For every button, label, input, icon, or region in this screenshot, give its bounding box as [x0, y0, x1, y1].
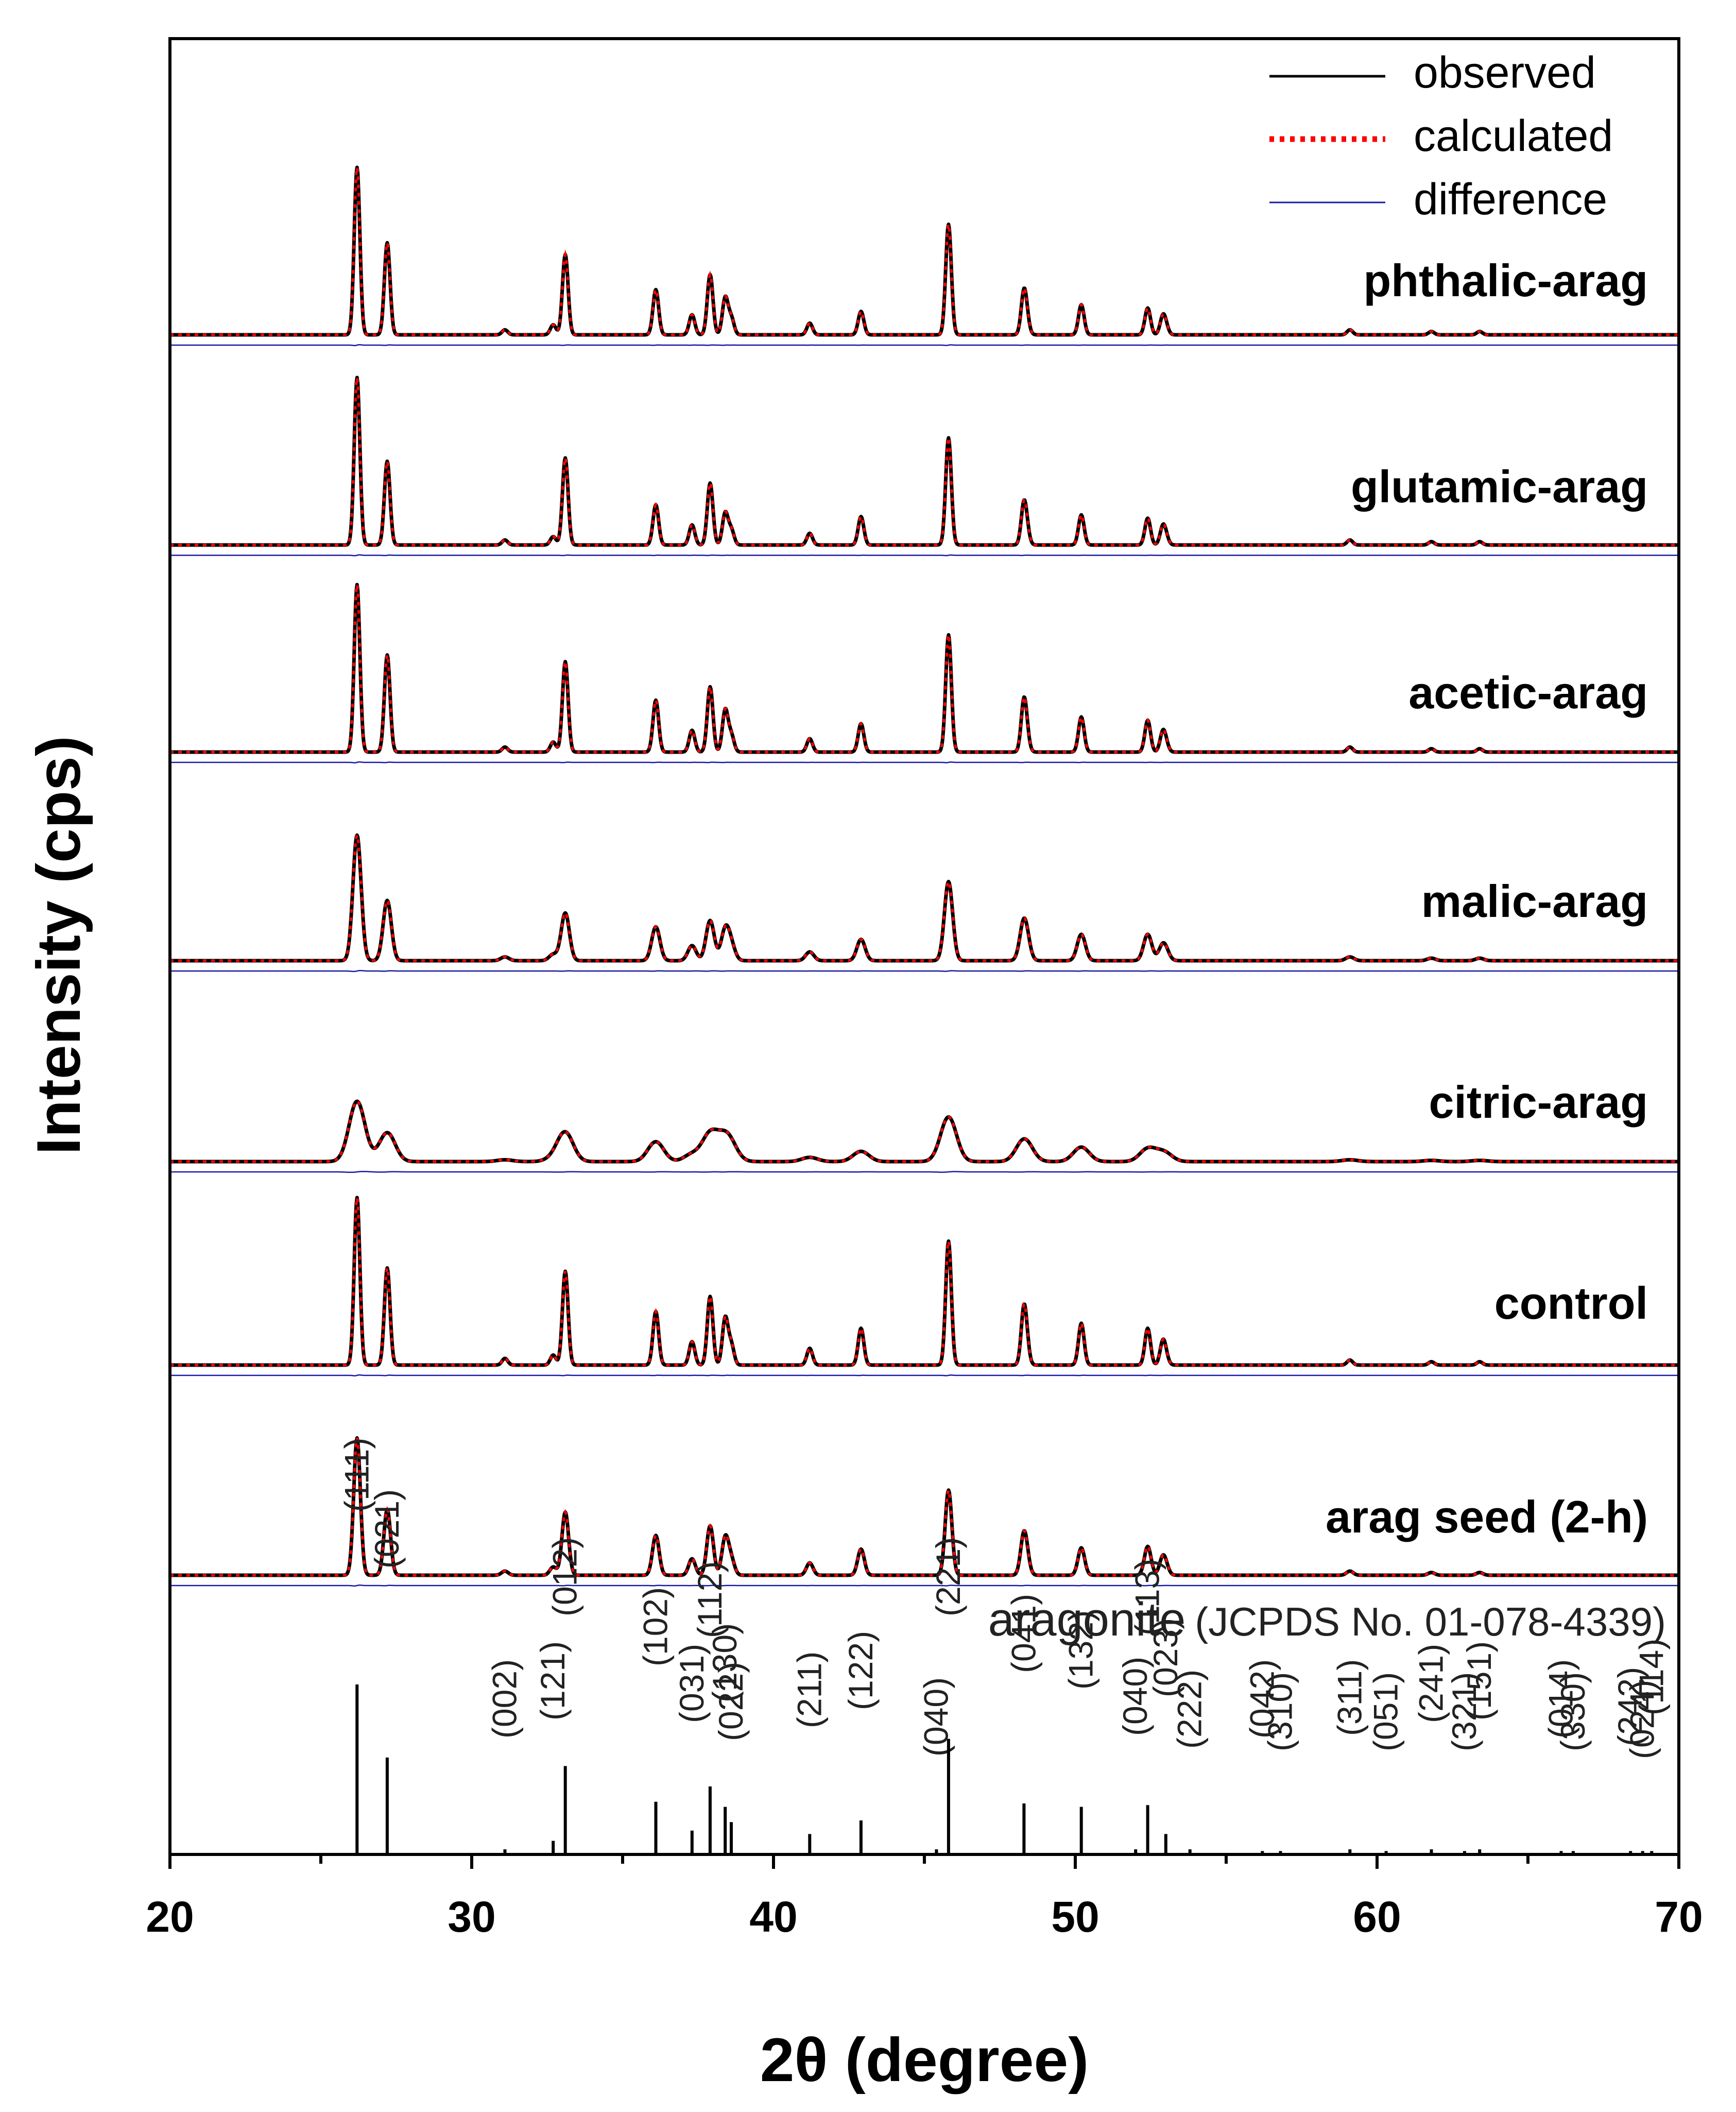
difference-curve-arag-seed-2-h [170, 1584, 1679, 1587]
calculated-curve-citric-arag [170, 1100, 1679, 1163]
reference-hkl-label: (221) [929, 1537, 967, 1616]
pattern-label-citric-arag: citric-arag [1429, 1077, 1648, 1128]
pattern-label-malic-arag: malic-arag [1421, 876, 1648, 927]
pattern-label-arag-seed-2-h: arag seed (2-h) [1326, 1491, 1648, 1542]
reference-hkl-label: (031) [673, 1644, 711, 1723]
reference-hkl-label: (330) [1554, 1672, 1592, 1751]
difference-curve-citric-arag [170, 1170, 1679, 1173]
reference-hkl-label: (311) [1330, 1659, 1368, 1736]
reference-stick-pattern: (111)(021) (002) (121) (012) (102)(031) (112)… [337, 1438, 1670, 1854]
reference-hkl-label: (151) [1460, 1641, 1498, 1721]
reference-hkl-label: (321) [1445, 1672, 1483, 1751]
calculated-curve-malic-arag [170, 831, 1679, 962]
x-tick-label: 50 [1051, 1893, 1099, 1941]
reference-hkl-label: (113) [1128, 1559, 1166, 1636]
reference-hkl-label: (114) [1632, 1639, 1670, 1715]
reference-hkl-label: (242) [1611, 1667, 1649, 1746]
calculated-curve-acetic-arag [170, 584, 1679, 754]
y-axis-title: Intensity (cps) [24, 736, 93, 1154]
reference-hkl-label: (041) [1004, 1594, 1042, 1673]
x-tick-label: 30 [448, 1893, 495, 1941]
reference-hkl-label: (042) [1243, 1659, 1281, 1739]
reference-hkl-label: (122) [841, 1631, 880, 1710]
pattern-label-acetic-arag: acetic-arag [1408, 667, 1648, 718]
difference-curve-control [170, 1374, 1679, 1377]
pattern-label-control: control [1494, 1278, 1648, 1328]
reference-hkl-label: (051) [1367, 1672, 1405, 1751]
pattern-label-glutamic-arag: glutamic-arag [1351, 461, 1648, 512]
calculated-curve-glutamic-arag [170, 377, 1679, 547]
legend-difference-label: difference [1414, 175, 1607, 224]
legend: observed calculated difference [1269, 48, 1613, 224]
reference-hkl-label: (040) [1116, 1657, 1154, 1736]
x-axis: 20 30 40 50 60 70 [146, 1854, 1703, 1941]
x-tick-label: 70 [1655, 1893, 1703, 1941]
reference-hkl-label: (222) [1171, 1670, 1209, 1749]
pattern-label-phthalic-arag: phthalic-arag [1363, 255, 1648, 306]
calculated-curve-arag-seed-2-h [170, 1437, 1679, 1577]
reference-hkl-label: (023) [1146, 1618, 1184, 1697]
x-axis-title: 2θ (degree) [760, 2025, 1089, 2094]
reference-hkl-label: (012) [546, 1537, 584, 1616]
reference-hkl-label: (111) [337, 1438, 375, 1512]
reference-hkl-label: (211) [790, 1651, 828, 1728]
reference-label-main: aragonite [988, 1593, 1186, 1646]
reference-hkl-label: (024) [1623, 1680, 1661, 1759]
reference-label-sub: (JCPDS No. 01-078-4339) [1195, 1599, 1666, 1644]
calculated-curve-phthalic-arag [170, 167, 1679, 336]
difference-curve-acetic-arag [170, 761, 1679, 764]
diffraction-patterns: phthalic-arag glutamic-arag acetic-arag mal… [169, 165, 1680, 1587]
legend-observed-label: observed [1414, 48, 1596, 97]
reference-hkl-label: (002) [486, 1659, 524, 1739]
x-tick-label: 20 [146, 1893, 194, 1941]
difference-curve-glutamic-arag [170, 554, 1679, 557]
reference-hkl-label: (102) [637, 1587, 675, 1666]
reference-hkl-label: (132) [1062, 1610, 1100, 1690]
reference-hkl-label: (241) [1412, 1644, 1450, 1723]
legend-calculated-label: calculated [1414, 111, 1613, 161]
reference-hkl-label: (014) [1542, 1659, 1580, 1739]
difference-curve-malic-arag [170, 969, 1679, 973]
reference-hkl-label: (112) [691, 1561, 729, 1638]
reference-hkl-label: (310) [1261, 1672, 1299, 1751]
reference-hkl-label: (021) [368, 1489, 406, 1569]
reference-hkl-label: (022) [712, 1662, 750, 1741]
reference-label: aragonite (JCPDS No. 01-078-4339) [988, 1593, 1666, 1646]
calculated-curve-control [170, 1197, 1679, 1367]
x-tick-label: 60 [1353, 1893, 1401, 1941]
x-tick-label: 40 [749, 1893, 797, 1941]
reference-hkl-label: (130) [706, 1623, 744, 1702]
difference-curve-phthalic-arag [170, 344, 1679, 347]
reference-hkl-label: (121) [534, 1641, 572, 1721]
